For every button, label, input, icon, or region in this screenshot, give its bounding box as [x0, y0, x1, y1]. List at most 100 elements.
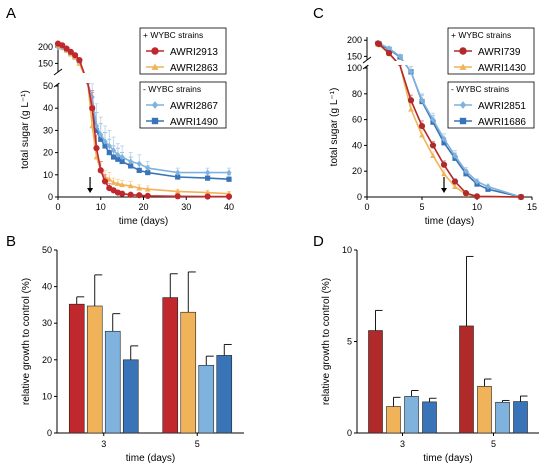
- panel-b-y-tick-label: 50: [42, 245, 52, 255]
- panel-a-point-awri2863: [127, 183, 134, 189]
- panel-c-point-awri739: [407, 97, 415, 104]
- panel-a-point-awri1490: [119, 158, 125, 165]
- panel-d-y-axis-title: relative growth to control (%): [321, 278, 332, 405]
- panel-c-axis-break-gap: [368, 61, 443, 65]
- panel-a-point-awri2913: [119, 190, 126, 197]
- panel-a-point-awri2867: [128, 158, 134, 165]
- panel-a-y-tick-label: 10: [43, 170, 53, 180]
- panel-a-point-awri2913: [204, 193, 211, 200]
- panel-a-point-awri1490: [115, 156, 121, 162]
- panel-a-point-awri2867: [102, 138, 108, 145]
- panel-a-x-tick-label: 40: [224, 202, 234, 212]
- panel-c-y-axis-title: total sugar (g L⁻¹): [329, 88, 340, 167]
- panel-b-chart: 0 10 20 30 40 50 3 5 time (days) relative growth …: [21, 245, 244, 464]
- panel-a-legend-label: AWRI2863: [170, 63, 218, 74]
- panel-c-legend-marker: [459, 47, 467, 55]
- panel-c-x-tick-label: 10: [472, 202, 482, 212]
- panel-a-chart: 0 10 20 30 40 0 10 20 30 40 50 150 200 time (days) tot…: [20, 27, 234, 227]
- panel-a-point-awri2863: [119, 181, 125, 188]
- panel-a-point-awri1490: [93, 127, 100, 133]
- panel-d-bar-awri739: [459, 325, 474, 434]
- panel-c-y-tick-label: 0: [357, 192, 362, 202]
- panel-c-point-awri1686: [441, 140, 447, 146]
- panel-a-point-awri2913: [67, 48, 74, 55]
- panel-d-y-tick-label: 5: [347, 337, 352, 347]
- panel-a-x-axis-title: time (days): [119, 216, 168, 227]
- panel-a-point-awri2867: [93, 122, 100, 130]
- panel-b-y-tick-label: 30: [42, 318, 52, 328]
- panel-a-legend-header: + WYBC strains: [143, 30, 203, 40]
- panel-a-x-tick-label: 10: [96, 202, 106, 212]
- panel-a-point-awri2913: [174, 193, 181, 200]
- panel-b-y-tick-label: 20: [42, 355, 52, 365]
- panel-a-y-tick-label: 200: [38, 42, 53, 52]
- panel-a-x-tick-label: 30: [181, 202, 191, 212]
- panel-d-category-label: 3: [400, 439, 405, 449]
- panel-a-point-awri2867: [136, 160, 142, 167]
- panel-a-point-awri2867: [119, 153, 125, 161]
- panel-a-y-tick-label: 0: [48, 192, 53, 202]
- panel-c-x-tick-label: 5: [419, 202, 424, 212]
- panel-b-y-axis-title: relative growth to control (%): [21, 278, 32, 405]
- panel-c-point-awri2851: [430, 116, 436, 123]
- panel-d-chart: 0 5 10 3 5 time (days) relative growth to cont…: [321, 245, 539, 464]
- panel-c-point-awri739: [451, 178, 459, 185]
- panel-a-point-awri2913: [101, 178, 109, 185]
- panel-a-legend-marker: [151, 63, 159, 70]
- panel-a-point-awri2913: [136, 192, 143, 199]
- panel-a-point-awri1490: [226, 176, 232, 182]
- panel-c-point-awri2851: [485, 183, 491, 190]
- panel-d-bar-awri1686: [422, 401, 437, 434]
- panel-b-bar-awri2867: [104, 330, 121, 434]
- panel-a-axis-break-gap: [59, 73, 136, 83]
- panel-a-y-tick-label: 50: [43, 81, 53, 91]
- panel-c-point-awri739: [440, 161, 448, 168]
- panel-c-point-awri2851: [452, 152, 458, 159]
- panel-d-bar-awri739: [368, 330, 383, 434]
- panel-a-point-awri2863: [144, 186, 151, 192]
- panel-c-point-awri2851: [474, 178, 480, 185]
- panel-a-legend-marker: [151, 117, 159, 125]
- panel-a-legend-label: AWRI2913: [170, 47, 218, 58]
- panel-d-y-tick-label: 10: [342, 245, 352, 255]
- panel-b-x-axis-title: time (days): [126, 453, 175, 464]
- panel-c-point-awri2851: [386, 45, 392, 52]
- panel-c-y-tick-label: 200: [347, 35, 362, 45]
- panel-c-y-tick-label: 100: [347, 63, 362, 73]
- panel-c-legend-label: AWRI1686: [478, 117, 526, 128]
- panel-a-point-awri2913: [72, 52, 79, 59]
- panel-d-y-tick-label: 0: [347, 428, 352, 438]
- panel-c-legend-label: AWRI739: [478, 47, 521, 58]
- panel-a-point-awri2913: [127, 191, 134, 198]
- panel-c-y-tick-label: 40: [352, 140, 362, 150]
- panel-c-point-awri739: [385, 50, 393, 57]
- panel-d-category-label: 5: [491, 439, 496, 449]
- panel-a-point-awri1490: [136, 167, 142, 173]
- panel-a-legend-label: AWRI1490: [170, 117, 218, 128]
- panel-a-point-awri2913: [97, 167, 104, 174]
- panel-a-point-awri2867: [98, 131, 104, 138]
- panel-c-legend-marker: [459, 101, 467, 109]
- panel-c-x-axis-title: time (days): [425, 216, 474, 227]
- panel-a-point-awri2867: [205, 169, 211, 176]
- panel-c-point-awri1430: [441, 170, 447, 177]
- panel-a-point-awri1490: [128, 163, 134, 169]
- panel-a-legend-label: AWRI2867: [170, 101, 218, 112]
- panel-d-bar-awri1686: [513, 401, 528, 434]
- panel-a-legend-marker: [151, 47, 159, 55]
- panel-c-legend-marker: [459, 117, 467, 125]
- panel-a-point-awri2867: [145, 165, 151, 172]
- panel-a-arrow-head: [87, 188, 94, 193]
- panel-a-point-awri2913: [89, 105, 96, 112]
- panel-c-legend-label: AWRI1430: [478, 63, 526, 74]
- panel-b-bar-awri2863: [86, 305, 103, 434]
- panel-d-bar-awri1430: [386, 406, 401, 434]
- panel-b-bar-awri2913: [68, 303, 85, 434]
- panel-c-point-awri739: [473, 193, 481, 200]
- panel-c-legend-label: AWRI2851: [478, 101, 526, 112]
- panel-a-point-awri2913: [76, 57, 83, 64]
- panel-a-point-awri2863: [110, 179, 117, 185]
- panel-c-point-awri1430: [408, 106, 414, 112]
- panel-a-point-awri1490: [98, 136, 104, 142]
